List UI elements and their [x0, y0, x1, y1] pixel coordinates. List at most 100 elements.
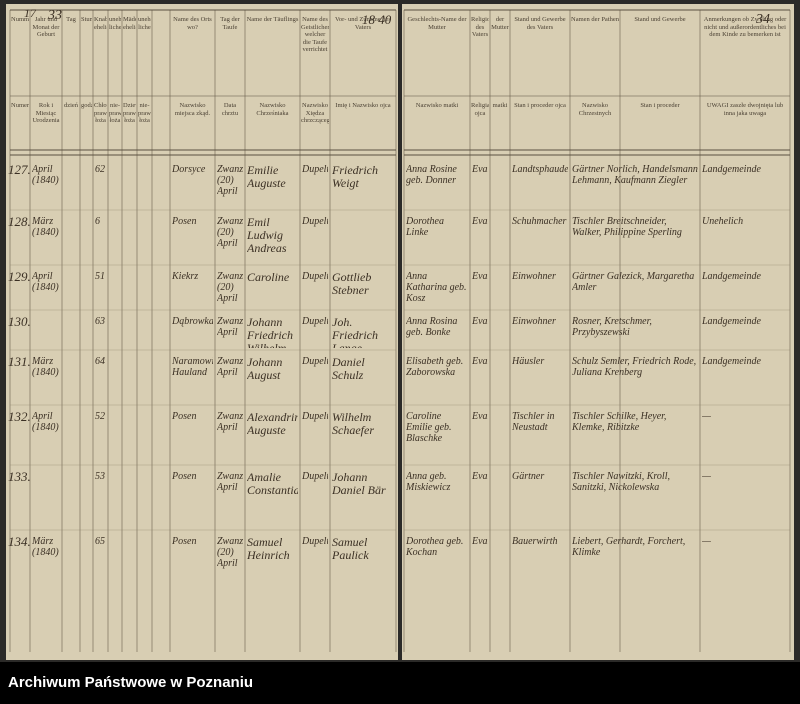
- entry-remarks: —: [702, 411, 711, 422]
- column-header-pl: Nazwisko miejsca zkąd.: [174, 102, 211, 117]
- entry-clergy: Dupelt: [302, 471, 328, 482]
- entry-remarks: Landgemeinde: [702, 316, 761, 327]
- entry-mother: Dorothea Linke: [406, 216, 444, 238]
- footer: Archiwum Państwowe w Poznaniu: [0, 662, 800, 704]
- entry-number: 133.: [8, 471, 31, 484]
- entry-name: Johann Friedrich Wilhelm: [247, 316, 293, 348]
- entry-remarks: —: [702, 471, 711, 482]
- column-header-de: Name des Orts wo?: [173, 16, 212, 31]
- entry-date: März (1840): [32, 216, 59, 238]
- column-header-pl: Stan i proceder ojca: [514, 102, 566, 109]
- entry-religion: Evang.: [472, 356, 488, 367]
- entry-occupation: Schuhmacher: [512, 216, 567, 227]
- entry-father: Daniel Schulz: [332, 356, 365, 382]
- entry-count: 6: [95, 216, 100, 227]
- entry-godparents: Tischler Nawitzki, Kroll, Sanitzki, Nick…: [572, 471, 670, 493]
- entry-religion: Evang.: [472, 316, 488, 327]
- entry-mother: Anna Rosina geb. Bonke: [406, 316, 458, 338]
- entry-count: 63: [95, 316, 105, 327]
- entry-remarks: Landgemeinde: [702, 356, 761, 367]
- entry-mother: Anna geb. Miskiewicz: [406, 471, 451, 493]
- column-header-pl: Chłopcy prawego łoża: [94, 102, 107, 124]
- entry-clergy: Dupelt: [302, 356, 328, 367]
- entry-count: 64: [95, 356, 105, 367]
- entry-date: April (1840): [32, 164, 59, 186]
- column-header-de: unehe-liche: [138, 16, 151, 31]
- entry-godparents: Schulz Semler, Friedrich Rode, Juliana K…: [572, 356, 697, 378]
- entry-godparents: Gärtner Galezick, Margaretha Amler: [572, 271, 695, 293]
- entry-baptism: Zwanzigsten April: [217, 356, 243, 378]
- entry-name: Emilie Auguste: [247, 164, 286, 190]
- entry-mother: Anna Rosine geb. Donner: [406, 164, 457, 186]
- entry-godparents: Rosner, Kretschmer, Przybyszewski: [572, 316, 652, 338]
- year: 18 40: [362, 14, 392, 25]
- column-header-de: Jahr und Monat der Geburt: [32, 16, 60, 38]
- entry-place: Posen: [172, 536, 197, 547]
- column-header-pl: Stan i proceder: [640, 102, 680, 109]
- entry-count: 65: [95, 536, 105, 547]
- entry-father: Johann Daniel Bär: [332, 471, 386, 497]
- page-number: 34: [756, 14, 770, 25]
- entry-place: Posen: [172, 471, 197, 482]
- column-header-de: Stand und Gewerbe des Vaters: [514, 16, 566, 31]
- column-header-pl: Nazwisko matki: [415, 102, 459, 109]
- entry-name: Samuel Heinrich: [247, 536, 290, 562]
- column-header-pl: Nazwisko Chrześniaka: [256, 102, 289, 117]
- entry-baptism: Zwanzigsten (20) April: [217, 216, 243, 249]
- entry-number: 132.: [8, 411, 31, 424]
- entry-religion: Evang.: [472, 271, 488, 282]
- entry-godparents: Liebert, Gerhardt, Forchert, Klimke: [572, 536, 686, 558]
- entry-baptism: Zwanzigsten April: [217, 316, 243, 338]
- entry-baptism: Zwanzigsten April: [217, 471, 243, 493]
- entry-father: Friedrich Weigt: [332, 164, 378, 190]
- column-header-pl: Imię i Nazwisko ojca: [335, 102, 391, 109]
- entry-number: 129.: [8, 271, 31, 284]
- entry-father: Gottlieb Stebner: [332, 271, 372, 297]
- entry-number: 134.: [8, 536, 31, 549]
- entry-occupation: Tischler in Neustadt: [512, 411, 555, 433]
- column-header-pl: Dziewczęta prawego łoża: [123, 102, 136, 124]
- entry-baptism: Zwanzigsten (20) April: [217, 164, 243, 197]
- entry-remarks: Unehelich: [702, 216, 744, 227]
- entry-number: 130.: [8, 316, 31, 329]
- column-header-pl: dzień: [63, 102, 79, 109]
- entry-clergy: Dupelt: [302, 536, 328, 547]
- entry-godparents: Tischler Breitschneider, Walker, Philipp…: [572, 216, 682, 238]
- column-header-de: der Mutter: [491, 16, 509, 31]
- column-header-de: Geschlechts-Name der Mutter: [407, 16, 467, 31]
- entry-place: Posen: [172, 411, 197, 422]
- entry-clergy: Dupelt: [302, 316, 328, 327]
- column-header-de: Mädchen eheliche: [123, 16, 136, 31]
- column-header-pl: Data chrztu: [221, 102, 239, 117]
- column-header-de: Nummer: [11, 16, 29, 23]
- column-header-pl: nie-prawego łoża: [109, 102, 121, 124]
- entry-count: 62: [95, 164, 105, 175]
- entry-father: Wilhelm Schaefer: [332, 411, 374, 437]
- entry-date: April (1840): [32, 411, 59, 433]
- entry-religion: Evang.: [472, 164, 488, 175]
- entry-mother: Dorothea geb. Kochan: [406, 536, 464, 558]
- column-header-pl: godzina: [81, 102, 92, 109]
- entry-name: Caroline: [247, 271, 290, 284]
- entry-count: 52: [95, 411, 105, 422]
- entry-remarks: —: [702, 536, 711, 547]
- footer-text: Archiwum Państwowe w Poznaniu: [8, 674, 254, 691]
- column-header-pl: UWAGI zaszłe dwojnięta lub inna jaka uwa…: [706, 102, 784, 117]
- column-header-de: Tag: [66, 16, 76, 23]
- entry-name: Alexandrine Auguste: [247, 411, 298, 437]
- entry-godparents: Gärtner Norlich, Handelsmann Lehmann, Ka…: [572, 164, 698, 186]
- entry-mother: Anna Katharina geb. Kosz: [406, 271, 467, 304]
- entry-clergy: Dupelt: [302, 271, 328, 282]
- entry-baptism: Zwanzigsten (20) April: [217, 271, 243, 304]
- column-header-de: Stand und Gewerbe: [634, 16, 686, 23]
- column-header-de: Religion des Vaters: [471, 16, 489, 38]
- right-page: [402, 4, 794, 660]
- entry-date: April (1840): [32, 271, 59, 293]
- column-header-pl: matki: [492, 102, 508, 109]
- entry-occupation: Einwohner: [512, 271, 556, 282]
- column-header-de: Knaben eheliche: [94, 16, 107, 31]
- column-header-de: Tag der Taufe: [220, 16, 240, 31]
- column-header-de: Anmerkungen ob Zwilling oder nicht und a…: [703, 16, 787, 38]
- entry-religion: Evang.: [472, 536, 488, 547]
